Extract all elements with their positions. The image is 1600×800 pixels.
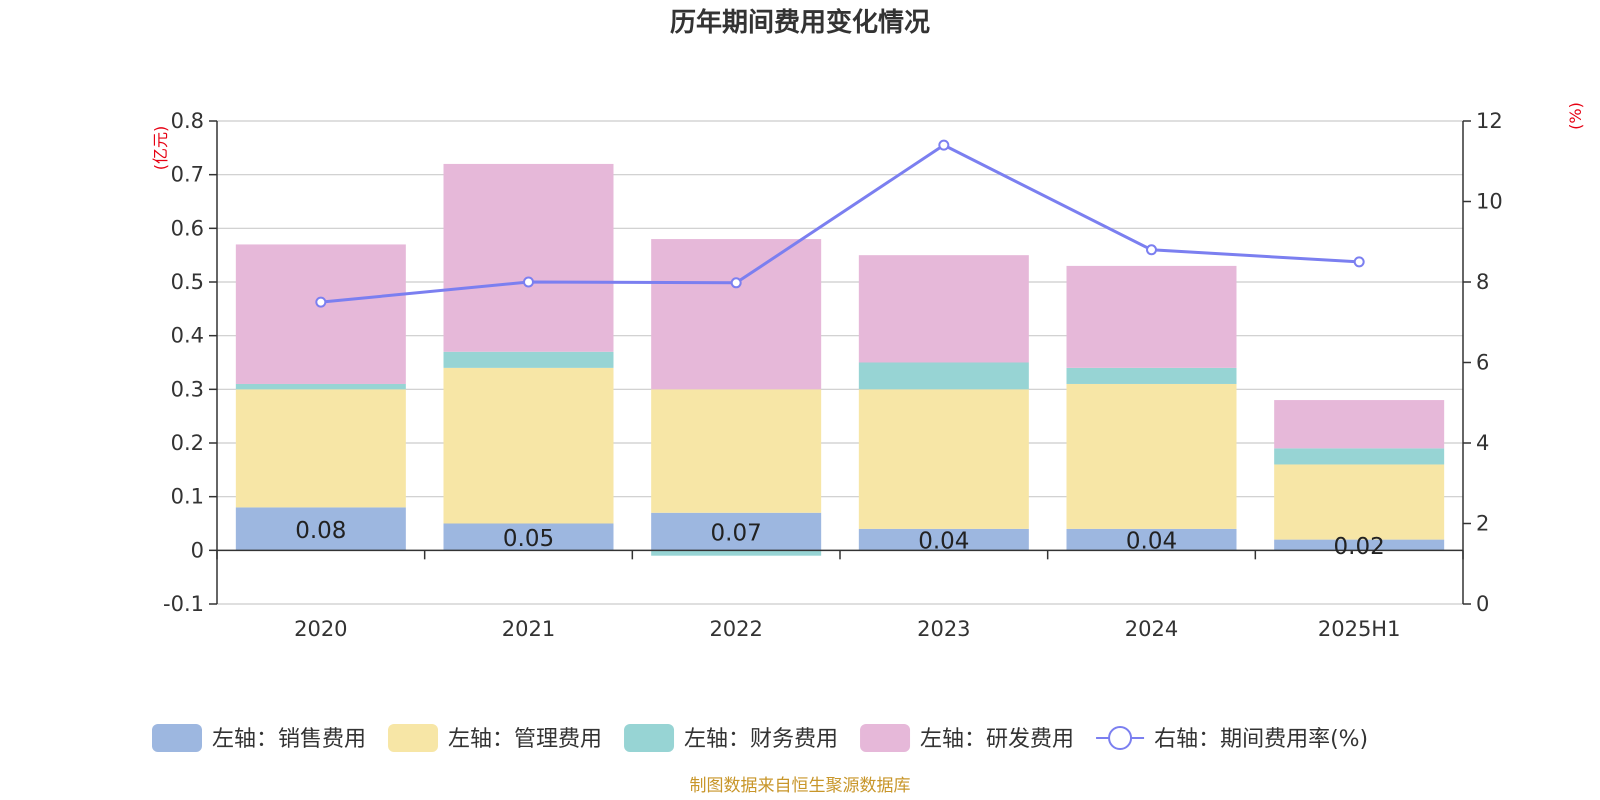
left-axis-tick-label: 0.2 (171, 431, 204, 455)
bar-1-2022 (651, 512, 822, 551)
legend: 左轴：销售费用 左轴：管理费用 左轴：财务费用 左轴：研发费用 右轴：期间费用率(%) (152, 724, 1368, 752)
bar-2-2020 (235, 389, 406, 508)
bar-4-2021 (443, 163, 614, 352)
rate-point (1353, 256, 1365, 268)
left-axis-tick-label: 0.1 (171, 485, 204, 509)
bar-2-2024 (1066, 383, 1237, 529)
right-axis-unit: (%) (1566, 102, 1585, 130)
chart-title: 历年期间费用变化情况 (670, 7, 930, 38)
data-label: 0.08 (295, 518, 346, 544)
left-axis-tick-label: 0.3 (171, 377, 204, 401)
bar-1-2024 (1066, 528, 1237, 551)
legend-swatch (860, 724, 911, 752)
left-axis-tick-label: 0.6 (171, 216, 204, 240)
legend-swatch (624, 724, 675, 752)
data-label: 0.05 (503, 526, 554, 552)
right-axis-tick-label: 6 (1476, 351, 1489, 375)
x-axis-label: 2025H1 (1318, 617, 1401, 641)
legend-label: 右轴：期间费用率(%) (1154, 727, 1368, 752)
bar-4-2024 (1066, 265, 1237, 368)
bar-1-2025H1 (1274, 539, 1445, 551)
rate-point (523, 276, 534, 288)
right-axis-tick-label: 0 (1476, 592, 1489, 616)
right-axis-tick-label: 12 (1476, 109, 1503, 133)
legend-label: 左轴：管理费用 (448, 727, 602, 752)
bar-3-2025H1 (1274, 448, 1445, 465)
right-axis-tick-label: 2 (1476, 512, 1489, 536)
left-axis-tick-label: 0.7 (171, 163, 204, 187)
bar-4-2020 (235, 244, 406, 384)
bar-1-2023 (858, 528, 1029, 551)
bar-2-2022 (651, 389, 822, 513)
x-axis-label: 2023 (917, 617, 970, 641)
right-axis-tick-label: 8 (1476, 270, 1489, 294)
rate-point (938, 139, 950, 151)
rate-point (730, 277, 742, 289)
bar-1-2020 (235, 507, 406, 551)
left-axis-tick-label: 0.8 (171, 109, 204, 133)
legend-swatch (152, 724, 202, 752)
right-axis-tick-label: 4 (1476, 431, 1489, 455)
data-label: 0.04 (1126, 529, 1177, 555)
line-layer (315, 139, 1365, 308)
axis-layer: 0.80.70.60.50.40.30.20.10-0.112108642020… (163, 109, 1503, 641)
rate-point (1146, 244, 1157, 256)
bar-layer (235, 163, 1445, 556)
left-axis-unit: (亿元) (151, 126, 170, 171)
rate-line (320, 143, 1360, 304)
data-label: 0.04 (918, 529, 969, 555)
left-axis-tick-label: 0.4 (171, 324, 204, 348)
data-label: 0.02 (1334, 534, 1385, 560)
x-axis-label: 2022 (709, 617, 762, 641)
bar-3-2020 (235, 383, 406, 390)
bar-2-2021 (443, 367, 614, 524)
legend-label: 左轴：销售费用 (212, 727, 366, 752)
left-axis-tick-label: -0.1 (163, 592, 204, 616)
x-axis-label: 2020 (294, 617, 347, 641)
bar-4-2025H1 (1274, 400, 1445, 449)
legend-label: 左轴：财务费用 (684, 727, 838, 752)
legend-label: 左轴：研发费用 (920, 727, 1074, 752)
bar-3-2021 (443, 351, 614, 368)
x-axis-label: 2021 (502, 617, 555, 641)
label-layer: 0.08 0.05 0.07 0.04 0.04 0.02 (295, 518, 1385, 560)
left-axis-tick-label: 0 (191, 538, 204, 562)
left-axis-tick-label: 0.5 (171, 270, 204, 294)
data-label: 0.07 (711, 521, 762, 547)
bar-3-2023 (858, 362, 1029, 390)
bar-2-2023 (858, 389, 1029, 529)
x-axis-label: 2024 (1125, 617, 1178, 641)
bar-3-2024 (1066, 367, 1237, 384)
legend-swatch (388, 724, 439, 752)
bar-2-2025H1 (1274, 464, 1445, 540)
right-axis-tick-label: 10 (1476, 190, 1503, 214)
data-source-note: 制图数据来自恒生聚源数据库 (690, 776, 911, 796)
bar-4-2022 (651, 239, 822, 390)
legend-line-marker (1108, 726, 1133, 750)
bar-3-2022 (651, 550, 822, 556)
bar-1-2021 (443, 523, 614, 551)
rate-point (315, 296, 327, 308)
bar-4-2023 (858, 255, 1029, 363)
